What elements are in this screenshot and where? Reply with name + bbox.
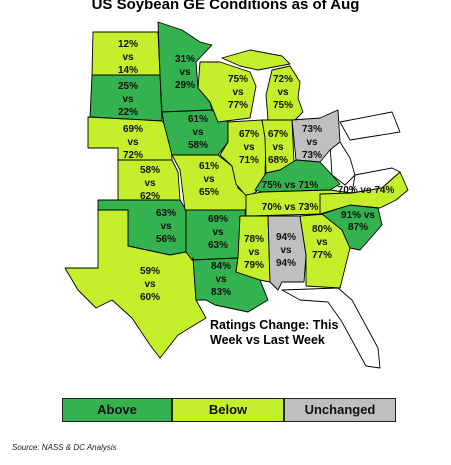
label-oklahoma-line1: 63% xyxy=(156,208,176,219)
label-mississippi-line2: vs xyxy=(248,247,260,258)
ratings-change-note: Ratings Change: This Week vs Last Week xyxy=(210,318,339,347)
label-louisiana-line3: 83% xyxy=(211,287,231,298)
state-michigan xyxy=(265,65,304,121)
label-north-carolina: 70% vs 74% xyxy=(338,185,395,196)
label-michigan-line3: 75% xyxy=(273,100,293,111)
label-oklahoma-line3: 56% xyxy=(156,234,176,245)
label-ohio-line1: 73% xyxy=(302,124,322,135)
label-arkansas-line1: 69% xyxy=(208,214,228,225)
label-minnesota-line1: 31% xyxy=(175,54,195,65)
label-wisconsin-line1: 75% xyxy=(228,74,248,85)
legend-unchanged: Unchanged xyxy=(284,398,396,422)
label-alabama-line1: 94% xyxy=(276,232,296,243)
label-mississippi-line1: 78% xyxy=(244,234,264,245)
label-alabama-line3: 94% xyxy=(276,258,296,269)
label-south-dakota-line3: 22% xyxy=(118,107,138,118)
label-north-dakota-line2: vs xyxy=(122,52,134,63)
state-pennsylvania xyxy=(339,111,401,141)
map-title: US Soybean GE Conditions as of Aug xyxy=(91,0,360,13)
label-north-dakota-line3: 14% xyxy=(118,65,138,76)
label-ohio-line3: 73% xyxy=(302,150,322,161)
label-south-carolina-line1: 91% vs xyxy=(341,210,375,221)
label-georgia-line2: vs xyxy=(316,237,328,248)
legend-above: Above xyxy=(62,398,172,422)
label-texas-line1: 59% xyxy=(140,266,160,277)
state-michigan-upper xyxy=(221,49,291,71)
label-michigan-line1: 72% xyxy=(273,74,293,85)
label-kentucky: 75% vs 71% xyxy=(262,180,319,191)
state-texas xyxy=(64,209,207,359)
label-michigan-line2: vs xyxy=(277,87,289,98)
label-missouri-line1: 61% xyxy=(199,161,219,172)
label-georgia-line1: 80% xyxy=(312,224,332,235)
label-indiana-line1: 67% xyxy=(268,129,288,140)
label-illinois-line2: vs xyxy=(243,142,255,153)
label-south-carolina-line2: 87% xyxy=(348,222,368,233)
label-iowa-line2: vs xyxy=(192,127,204,138)
state-north-carolina xyxy=(319,171,409,215)
label-minnesota-line3: 29% xyxy=(175,80,195,91)
label-nebraska-line2: vs xyxy=(127,137,139,148)
label-ohio-line2: vs xyxy=(306,137,318,148)
label-oklahoma-line2: vs xyxy=(160,221,172,232)
label-south-dakota-line2: vs xyxy=(122,94,134,105)
legend-below: Below xyxy=(172,398,284,422)
state-florida xyxy=(281,287,381,369)
label-kansas-line2: vs xyxy=(144,178,156,189)
label-arkansas-line3: 63% xyxy=(208,240,228,251)
label-wisconsin-line3: 77% xyxy=(228,100,248,111)
label-nebraska-line1: 69% xyxy=(123,124,143,135)
state-kansas xyxy=(117,159,181,201)
label-south-dakota-line1: 25% xyxy=(118,81,138,92)
label-illinois-line3: 71% xyxy=(239,155,259,166)
label-texas-line3: 60% xyxy=(140,292,160,303)
label-minnesota-line2: vs xyxy=(179,67,191,78)
label-louisiana-line2: vs xyxy=(215,274,227,285)
label-texas-line2: vs xyxy=(144,279,156,290)
label-indiana-line3: 68% xyxy=(268,155,288,166)
label-mississippi-line3: 79% xyxy=(244,260,264,271)
label-missouri-line3: 65% xyxy=(199,187,219,198)
label-iowa-line3: 58% xyxy=(188,140,208,151)
label-missouri-line2: vs xyxy=(203,174,215,185)
label-north-dakota-line1: 12% xyxy=(118,39,138,50)
label-tennessee: 70% vs 73% xyxy=(262,202,319,213)
label-kansas-line1: 58% xyxy=(140,165,160,176)
label-kansas-line3: 62% xyxy=(140,191,160,202)
label-louisiana-line1: 84% xyxy=(211,261,231,272)
label-alabama-line2: vs xyxy=(280,245,292,256)
label-wisconsin-line2: vs xyxy=(232,87,244,98)
source-note: Source: NASS & DC Analysis xyxy=(12,443,117,452)
state-labels: 12% vs 14% 25% vs 22% 69% vs 72% 58% vs … xyxy=(118,39,394,303)
label-georgia-line3: 77% xyxy=(312,250,332,261)
state-wisconsin xyxy=(197,61,257,123)
label-indiana-line2: vs xyxy=(272,142,284,153)
label-illinois-line1: 67% xyxy=(239,129,259,140)
label-iowa-line1: 61% xyxy=(188,114,208,125)
label-arkansas-line2: vs xyxy=(212,227,224,238)
label-nebraska-line3: 72% xyxy=(123,150,143,161)
